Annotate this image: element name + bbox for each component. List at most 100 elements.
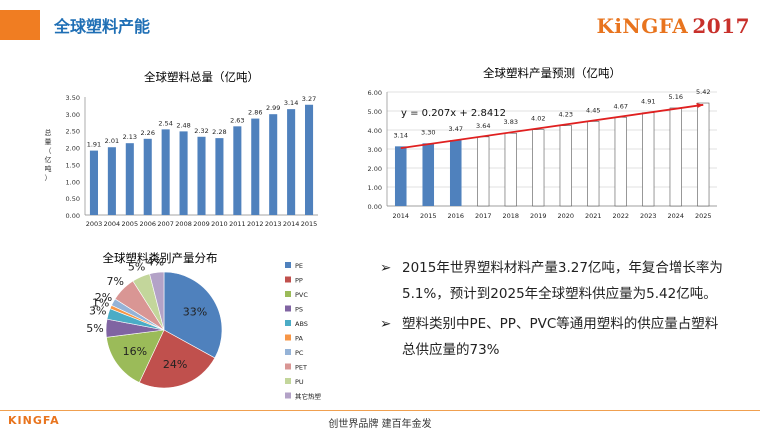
legend-label: PA	[295, 335, 304, 343]
x-tick-label: 2009	[193, 220, 210, 228]
arrow-bullet-icon: ➢	[380, 316, 392, 332]
x-tick-label: 2022	[612, 212, 629, 220]
x-tick-label: 2011	[229, 220, 246, 228]
x-tick-label: 2005	[122, 220, 139, 228]
y-tick-label: 2.00	[368, 165, 382, 173]
legend-swatch	[285, 262, 291, 268]
logo-brand: KiNGFA	[596, 14, 689, 38]
data-label: 2.48	[176, 121, 190, 129]
x-tick-label: 2025	[695, 212, 712, 220]
bullet-text: 2015年世界塑料材料产量3.27亿吨，年复合增长率为5.1%，预计到2025年…	[402, 260, 723, 302]
slice-label: 5%	[86, 322, 103, 335]
bar-forecast	[614, 116, 627, 207]
bar	[143, 138, 152, 215]
bar	[89, 150, 98, 215]
bar	[233, 126, 242, 215]
y-tick-label: 1.00	[368, 184, 382, 192]
title-accent-bar	[0, 10, 40, 40]
data-label: 4.91	[641, 98, 655, 106]
x-tick-label: 2023	[640, 212, 657, 220]
bar	[107, 147, 116, 215]
legend-label: 其它热塑	[295, 392, 322, 401]
x-tick-label: 2008	[175, 220, 192, 228]
legend-swatch	[285, 305, 291, 312]
bar	[305, 104, 314, 215]
bar-forecast	[669, 107, 682, 207]
data-label: 4.23	[559, 111, 573, 119]
data-label: 4.67	[614, 102, 628, 110]
y-tick-label: 6.00	[368, 89, 382, 97]
legend-label: PE	[295, 262, 303, 270]
bar-forecast	[532, 129, 545, 207]
y-tick-label: 1.50	[66, 161, 80, 169]
x-tick-label: 2020	[557, 212, 574, 220]
y-tick-label: 2.00	[66, 145, 80, 153]
legend-label: ABS	[295, 320, 308, 328]
summary-bullets: ➢ 2015年世界塑料材料产量3.27亿吨，年复合增长率为5.1%，预计到202…	[380, 255, 730, 367]
data-label: 3.14	[394, 131, 408, 139]
data-label: 1.91	[87, 141, 101, 149]
legend-swatch	[285, 392, 291, 399]
x-tick-label: 2019	[530, 212, 547, 220]
y-tick-label: 0.00	[368, 203, 382, 211]
x-tick-label: 2007	[157, 220, 174, 228]
legend-swatch	[285, 334, 291, 341]
bar	[269, 114, 278, 215]
forecast-bar-chart: 全球塑料产量预测（亿吨） 0.00 1.00 2.00 3.00 4.00 5.00 6.00…	[368, 66, 717, 220]
bar-forecast	[559, 125, 572, 207]
slice-label: 3%	[89, 305, 106, 318]
chart-title: 全球塑料总量（亿吨）	[144, 70, 259, 84]
y-tick-label: 3.00	[66, 111, 80, 119]
bar	[161, 129, 170, 215]
pie-slice	[106, 329, 165, 383]
data-label: 4.45	[586, 106, 600, 114]
y-tick-label: 3.50	[66, 94, 80, 102]
total-volume-bar-chart: 全球塑料总量（亿吨） 0.00 0.50 1.00 1.50 2.00 2.50 3.00 3.…	[45, 70, 318, 228]
bar-forecast	[697, 102, 710, 207]
legend-label: PET	[295, 364, 307, 372]
data-label: 5.16	[669, 93, 683, 101]
footer-slogan: 创世界品牌 建百年金发	[328, 419, 432, 430]
y-tick-label: 5.00	[368, 108, 382, 116]
pie-slice	[138, 329, 216, 389]
page-title: 全球塑料产能	[54, 17, 151, 36]
y-tick-label: 4.00	[368, 127, 382, 135]
legend-swatch	[285, 276, 291, 283]
x-tick-label: 2017	[475, 212, 492, 220]
data-label: 2.63	[230, 116, 244, 124]
y-tick-label: 0.00	[66, 212, 80, 220]
data-label: 3.14	[284, 99, 298, 107]
data-label: 3.27	[302, 95, 316, 103]
x-tick-label: 2014	[283, 220, 300, 228]
legend-label: PC	[295, 349, 304, 357]
data-label: 2.54	[158, 119, 172, 127]
legend-label: PU	[295, 378, 304, 386]
bar	[197, 136, 206, 215]
bullet-text: 塑料类别中PE、PP、PVC等通用塑料的供应量占塑料总供应量的73%	[402, 316, 719, 358]
legend-label: PP	[295, 277, 303, 285]
trendline	[400, 103, 704, 149]
bar	[125, 143, 134, 215]
legend-label: PS	[295, 306, 303, 314]
bar	[251, 118, 260, 215]
data-label: 2.26	[140, 129, 154, 137]
x-tick-label: 2015	[301, 220, 318, 228]
data-label: 5.42	[696, 88, 710, 96]
x-tick-label: 2003	[86, 220, 103, 228]
footer-divider	[0, 410, 760, 411]
data-label: 2.01	[105, 137, 119, 145]
x-tick-label: 2010	[211, 220, 228, 228]
x-tick-label: 2021	[585, 212, 602, 220]
data-label: 2.28	[212, 128, 226, 136]
legend-swatch	[285, 349, 291, 355]
bullet-item: ➢ 2015年世界塑料材料产量3.27亿吨，年复合增长率为5.1%，预计到202…	[380, 255, 730, 307]
pie-slice	[149, 271, 165, 331]
legend-swatch	[285, 320, 291, 326]
x-tick-label: 2013	[265, 220, 282, 228]
data-label: 2.32	[194, 127, 208, 135]
logo-year: 2017	[692, 14, 750, 38]
legend-swatch	[285, 363, 291, 370]
bar-forecast	[477, 136, 490, 207]
x-tick-label: 2014	[392, 212, 409, 220]
